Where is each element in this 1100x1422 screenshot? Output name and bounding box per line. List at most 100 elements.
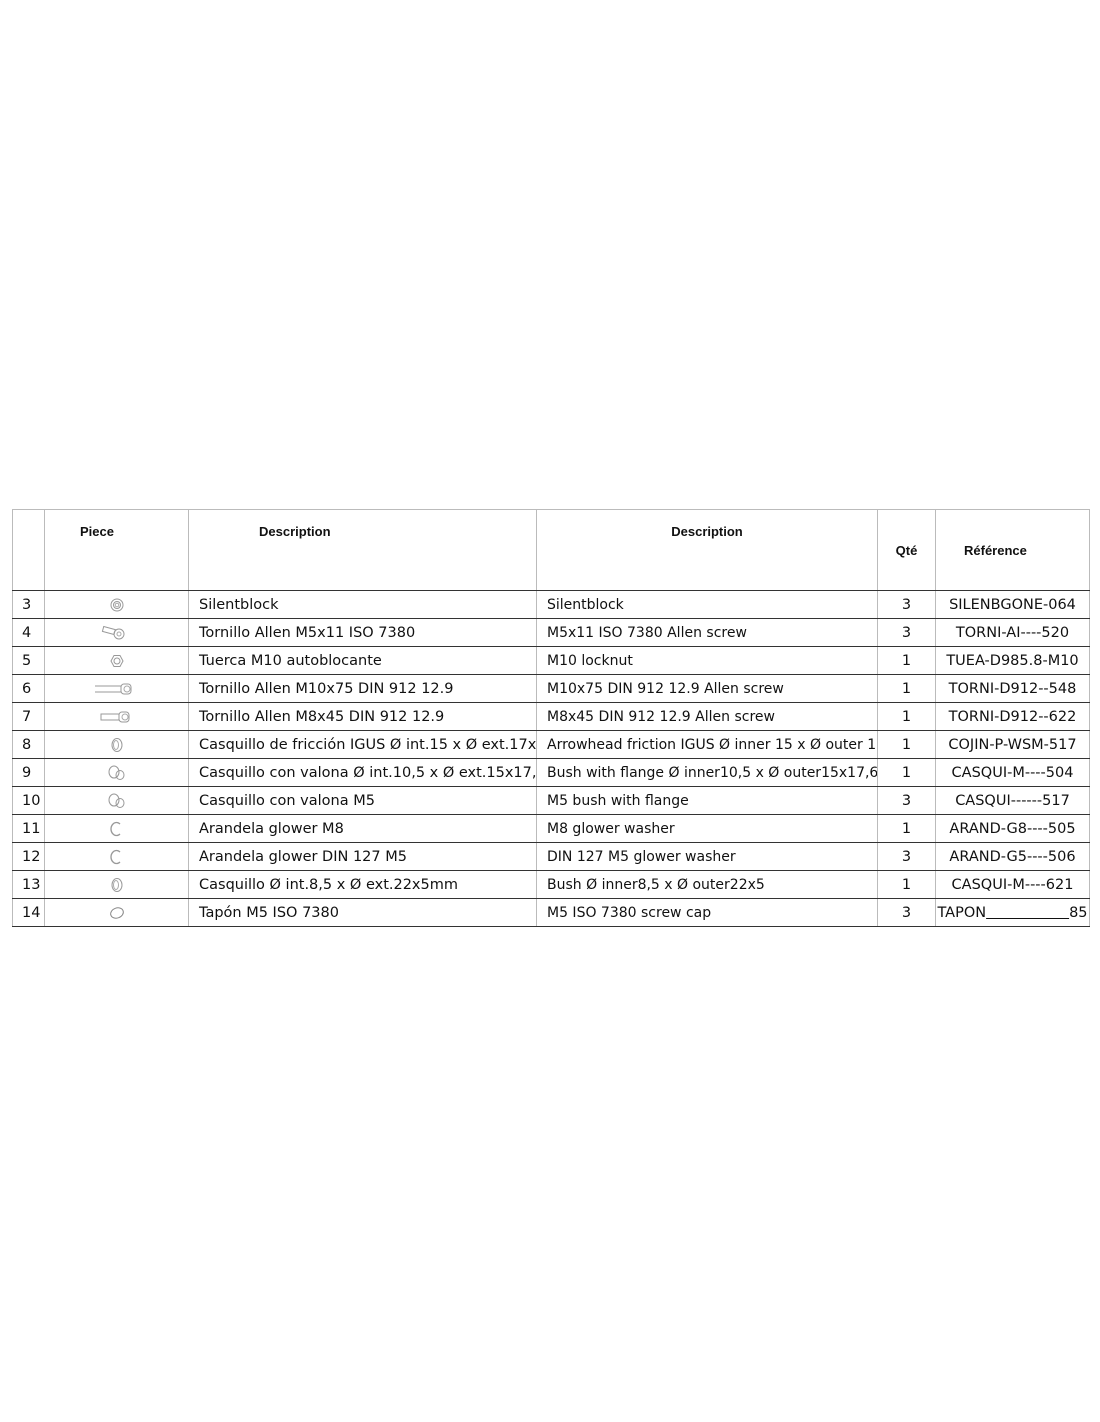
piece-image [44, 590, 189, 619]
silentblock-icon [110, 598, 123, 611]
description-es: Casquillo Ø int.8,5 x Ø ext.22x5mm [188, 870, 537, 899]
item-number: 9 [12, 758, 45, 787]
reference-value: TORNI-D912--622 [948, 708, 1077, 725]
reference: TORNI-AI----520 [935, 618, 1090, 647]
item-number: 5 [12, 646, 45, 675]
quantity: 3 [877, 898, 936, 927]
description-es: Silentblock [188, 590, 537, 619]
reference: TORNI-D912--622 [935, 702, 1090, 731]
description-es: Casquillo con valona Ø int.10,5 x Ø ext.… [188, 758, 537, 787]
quantity: 1 [877, 870, 936, 899]
description-en: M8 glower washer [536, 814, 878, 843]
piece-image [44, 898, 189, 927]
description-es: Arandela glower M8 [188, 814, 537, 843]
reference-value: TORNI-D912--548 [948, 680, 1077, 697]
reference: CASQUI-M----621 [935, 870, 1090, 899]
reference: TAPON 85 [935, 898, 1090, 927]
item-number: 13 [12, 870, 45, 899]
item-number: 7 [12, 702, 45, 731]
header-qty: Qté [877, 509, 936, 591]
item-number: 10 [12, 786, 45, 815]
washer-icon [109, 821, 120, 836]
piece-image [44, 702, 189, 731]
washer-icon [109, 849, 120, 864]
item-number: 3 [12, 590, 45, 619]
reference: TUEA-D985.8-M10 [935, 646, 1090, 675]
bushing-icon [111, 877, 122, 892]
reference: CASQUI------517 [935, 786, 1090, 815]
description-es: Tapón M5 ISO 7380 [188, 898, 537, 927]
description-en: DIN 127 M5 glower washer [536, 842, 878, 871]
description-en: M5 ISO 7380 screw cap [536, 898, 878, 927]
description-en: M5 bush with flange [536, 786, 878, 815]
table-row: 4 Tornillo Allen M5x11 ISO 7380 M5x11 ISO … [12, 618, 1090, 647]
description-en: Arrowhead friction IGUS Ø inner 15 x Ø o… [536, 730, 878, 759]
header-piece: Piece [44, 509, 189, 591]
item-number: 8 [12, 730, 45, 759]
reference-prefix: TAPON [937, 904, 987, 921]
reference-value: TORNI-AI----520 [955, 624, 1070, 641]
piece-image [44, 758, 189, 787]
reference: SILENBGONE-064 [935, 590, 1090, 619]
table-row: 14 Tapón M5 ISO 7380 M5 ISO 7380 screw cap… [12, 898, 1090, 927]
table-row: 9 Casquillo con valona Ø int.10,5 x Ø ext… [12, 758, 1090, 787]
reference: COJIN-P-WSM-517 [935, 730, 1090, 759]
table-row: 5 Tuerca M10 autoblocante M10 locknut 1 TUEA… [12, 646, 1090, 675]
description-en: M10 locknut [536, 646, 878, 675]
reference-suffix: 85 [1069, 904, 1088, 921]
flanged-bush-icon [108, 793, 124, 808]
parts-table: Piece Description Description Qté Référe… [12, 509, 1090, 927]
quantity: 3 [877, 842, 936, 871]
reference-value: COJIN-P-WSM-517 [948, 736, 1077, 753]
quantity: 3 [877, 590, 936, 619]
reference-value: CASQUI------517 [955, 792, 1070, 809]
header-description-en: Description [536, 509, 878, 591]
quantity: 3 [877, 618, 936, 647]
item-number: 14 [12, 898, 45, 927]
table-row: 3 Silentblock Silentblock 3 SILENBGONE-064 [12, 590, 1090, 619]
table-row: 6 Tornillo Allen M10x75 DIN 912 12.9 M10x7… [12, 674, 1090, 703]
header-reference: Référence [935, 509, 1090, 591]
short-screw-icon [101, 625, 124, 639]
description-es: Tornillo Allen M5x11 ISO 7380 [188, 618, 537, 647]
nut-icon [109, 654, 124, 667]
quantity: 1 [877, 674, 936, 703]
piece-image [44, 814, 189, 843]
screw-cap-icon [109, 906, 124, 919]
reference: ARAND-G8----505 [935, 814, 1090, 843]
description-en: M5x11 ISO 7380 Allen screw [536, 618, 878, 647]
piece-image [44, 674, 189, 703]
piece-image [44, 730, 189, 759]
piece-image [44, 786, 189, 815]
description-es: Casquillo con valona M5 [188, 786, 537, 815]
description-en: M8x45 DIN 912 12.9 Allen screw [536, 702, 878, 731]
header-number [12, 509, 45, 591]
reference-value: ARAND-G5----506 [949, 848, 1076, 865]
quantity: 3 [877, 786, 936, 815]
reference-value: ARAND-G8----505 [949, 820, 1076, 837]
item-number: 12 [12, 842, 45, 871]
reference: TORNI-D912--548 [935, 674, 1090, 703]
description-es: Tornillo Allen M10x75 DIN 912 12.9 [188, 674, 537, 703]
table-row: 10 Casquillo con valona M5 M5 bush with fl… [12, 786, 1090, 815]
description-en: Bush with flange Ø inner10,5 x Ø outer15… [536, 758, 878, 787]
piece-image [44, 870, 189, 899]
description-es: Arandela glower DIN 127 M5 [188, 842, 537, 871]
quantity: 1 [877, 758, 936, 787]
long-screw-icon [92, 683, 131, 694]
reference-value: TUEA-D985.8-M10 [946, 652, 1079, 669]
item-number: 4 [12, 618, 45, 647]
medium-screw-icon [100, 711, 129, 722]
quantity: 1 [877, 646, 936, 675]
item-number: 11 [12, 814, 45, 843]
reference-value: CASQUI-M----621 [951, 876, 1074, 893]
description-es: Casquillo de fricción IGUS Ø int.15 x Ø … [188, 730, 537, 759]
table-row: 8 Casquillo de fricción IGUS Ø int.15 x Ø… [12, 730, 1090, 759]
piece-image [44, 646, 189, 675]
reference-blank [986, 905, 1069, 921]
piece-image [44, 618, 189, 647]
item-number: 6 [12, 674, 45, 703]
table-row: 13 Casquillo Ø int.8,5 x Ø ext.22x5mm Bush… [12, 870, 1090, 899]
piece-image [44, 842, 189, 871]
quantity: 1 [877, 730, 936, 759]
